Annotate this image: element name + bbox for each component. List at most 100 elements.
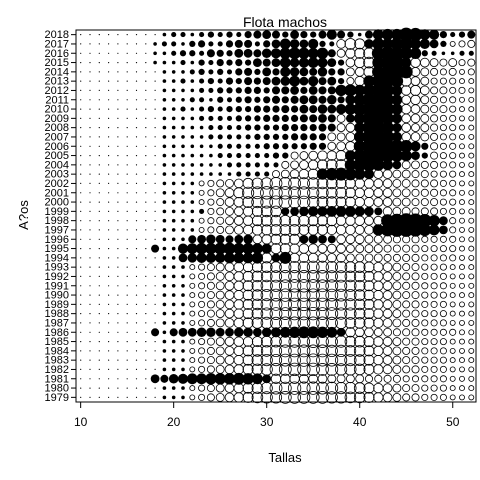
- bubble-2010-10: [80, 108, 82, 110]
- bubble-1998-31: [270, 214, 282, 227]
- bubble-1987-39: [344, 317, 357, 329]
- bubble-2002-49: [439, 179, 447, 187]
- bubble-2014-38: [337, 68, 345, 76]
- bubble-2014-47: [420, 67, 430, 77]
- bubble-2015-15: [126, 62, 128, 64]
- bubble-2003-22: [190, 172, 195, 176]
- bubble-1993-20: [171, 265, 176, 269]
- bubble-1999-35: [308, 206, 319, 217]
- bubble-1987-15: [126, 322, 128, 324]
- bubble-1985-42: [373, 336, 384, 347]
- bubble-1987-43: [382, 318, 393, 328]
- bubble-2002-46: [411, 179, 420, 188]
- bubble-1983-46: [411, 356, 420, 365]
- bubble-2014-28: [244, 67, 253, 76]
- bubble-2012-34: [300, 86, 308, 94]
- bubble-1993-10: [80, 266, 82, 268]
- bubble-2004-25: [218, 163, 222, 167]
- bubble-1989-33: [287, 297, 302, 312]
- y-tick-label-2015: 2015: [45, 57, 69, 69]
- bubble-1991-13: [108, 285, 110, 287]
- bubble-1981-35: [308, 373, 319, 384]
- bubble-2013-50: [449, 77, 457, 85]
- bubble-2001-51: [459, 189, 465, 196]
- y-tick-label-1999: 1999: [45, 206, 69, 218]
- bubble-2000-30: [260, 195, 274, 209]
- bubble-1981-10: [80, 378, 82, 380]
- bubble-2008-14: [117, 127, 119, 129]
- bubble-2003-16: [135, 173, 138, 175]
- bubble-2017-52: [467, 39, 476, 48]
- bubble-1992-27: [233, 271, 244, 282]
- bubble-1982-36: [316, 363, 329, 376]
- bubble-1991-39: [344, 279, 357, 292]
- bubble-2002-30: [260, 177, 273, 190]
- bubble-1982-44: [392, 364, 402, 374]
- bubble-1985-50: [449, 338, 456, 345]
- bubble-1979-23: [198, 393, 206, 401]
- bubble-1986-43: [383, 327, 393, 337]
- bubble-2016-36: [316, 47, 329, 59]
- bubble-1997-47: [418, 223, 432, 237]
- bubble-1980-25: [215, 383, 225, 393]
- bubble-2002-23: [198, 180, 205, 187]
- bubble-1992-25: [215, 271, 225, 281]
- bubble-2002-41: [363, 178, 375, 189]
- bubble-1993-29: [251, 261, 263, 273]
- bubble-2011-29: [254, 96, 261, 103]
- bubble-2007-44: [391, 131, 402, 142]
- bubble-2013-34: [299, 76, 309, 86]
- plot-frame: [75, 29, 477, 403]
- bubble-1982-32: [278, 363, 292, 376]
- bubble-2011-52: [468, 96, 475, 103]
- bubble-2008-21: [181, 125, 185, 130]
- bubble-2017-12: [98, 43, 100, 45]
- bubble-1980-23: [198, 384, 206, 392]
- bubble-2014-26: [226, 69, 233, 75]
- bubble-2002-42: [373, 178, 384, 189]
- bubble-2004-45: [401, 160, 411, 170]
- bubble-2000-43: [382, 197, 393, 207]
- bubble-1997-20: [171, 228, 176, 232]
- bubble-2006-18: [154, 145, 156, 147]
- bubble-1993-25: [215, 262, 225, 272]
- y-axis-label: A?os: [16, 200, 31, 230]
- bubble-2005-48: [430, 151, 439, 160]
- bubble-2003-36: [316, 168, 329, 180]
- bubble-1986-20: [169, 328, 178, 337]
- bubble-2010-40: [353, 102, 367, 116]
- bubble-1995-11: [89, 248, 91, 250]
- bubble-1980-49: [439, 384, 447, 392]
- bubble-2012-37: [327, 86, 336, 95]
- bubble-2016-46: [409, 47, 422, 59]
- bubble-1984-23: [198, 347, 206, 355]
- bubble-2000-33: [288, 195, 301, 209]
- bubble-1996-25: [215, 234, 225, 244]
- bubble-2003-15: [126, 173, 128, 175]
- bubble-2008-48: [430, 123, 439, 132]
- bubble-1986-12: [98, 331, 100, 333]
- bubble-1999-27: [233, 206, 244, 217]
- bubble-1996-50: [449, 235, 457, 243]
- bubble-1999-48: [430, 207, 439, 216]
- bubble-2006-26: [226, 143, 233, 149]
- bubble-1983-18: [154, 359, 156, 361]
- bubble-1985-16: [135, 341, 138, 343]
- bubble-1992-35: [306, 270, 320, 283]
- bubble-1981-40: [355, 374, 365, 384]
- bubble-2007-13: [108, 136, 110, 138]
- bubble-1980-52: [468, 385, 475, 392]
- bubble-1996-21: [181, 237, 185, 242]
- bubble-2009-22: [190, 116, 195, 121]
- bubble-1988-51: [459, 310, 465, 317]
- bubble-2008-43: [381, 121, 394, 134]
- bubble-1981-49: [439, 375, 447, 383]
- bubble-2007-31: [272, 133, 280, 141]
- bubble-2011-28: [244, 96, 252, 104]
- bubble-2001-28: [242, 186, 255, 199]
- bubble-1985-38: [335, 335, 348, 348]
- bubble-2012-39: [344, 84, 357, 97]
- bubble-2007-48: [430, 132, 439, 141]
- bubble-2005-51: [459, 152, 465, 159]
- bubble-2018-40: [357, 32, 362, 37]
